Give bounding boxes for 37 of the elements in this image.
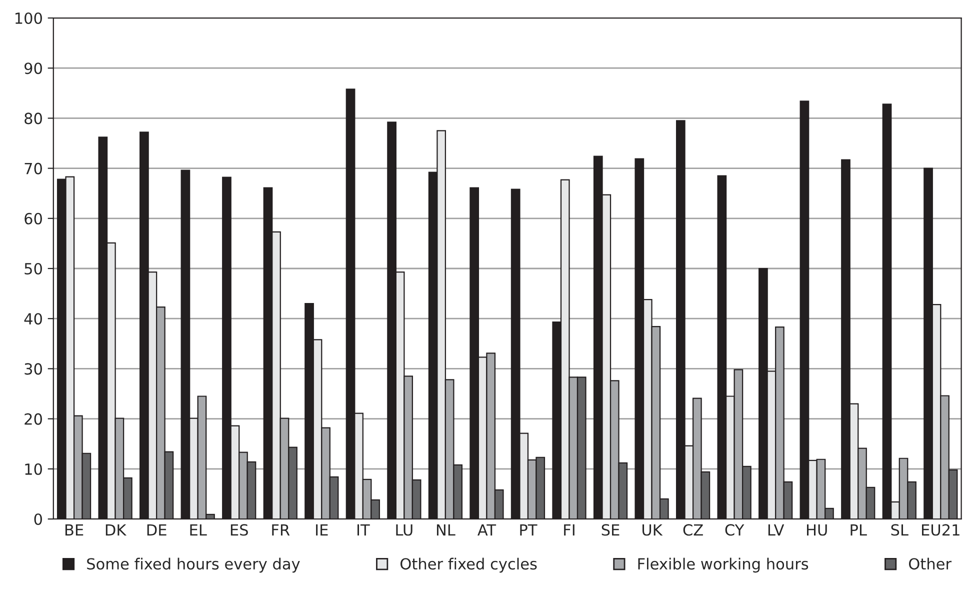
x-tick-label: EL — [190, 524, 207, 536]
x-tick-label: IE — [316, 524, 328, 536]
x-tick-label: PT — [520, 524, 538, 536]
y-tick-label: 50 — [24, 262, 42, 275]
x-tick-label: EU21 — [922, 524, 960, 536]
x-tick-label: FR — [272, 524, 290, 536]
x-tick-label: NL — [436, 524, 456, 536]
x-tick-label: CY — [725, 524, 744, 536]
y-tick-label: 100 — [16, 12, 42, 24]
legend-label: Other — [909, 558, 952, 570]
x-tick-label: BE — [65, 524, 84, 536]
y-tick-label: 0 — [34, 513, 42, 526]
x-tick-label: FI — [564, 524, 574, 536]
x-tick-label: PL — [850, 524, 867, 536]
y-tick-label: 80 — [24, 112, 42, 124]
legend-label: Some fixed hours every day — [87, 558, 300, 573]
x-tick-label: HU — [807, 524, 827, 536]
x-tick-label: AT — [478, 524, 496, 536]
y-tick-label: 90 — [24, 62, 42, 74]
y-tick-label: 60 — [24, 212, 42, 224]
x-tick-label: ES — [230, 524, 248, 536]
y-tick-label: 30 — [24, 363, 42, 375]
x-tick-label: UK — [642, 524, 663, 536]
x-tick-label: DK — [106, 524, 127, 536]
x-tick-label: DE — [147, 524, 166, 536]
x-tick-label: LU — [396, 524, 412, 536]
x-tick-label: SL — [891, 524, 908, 536]
y-tick-label: 70 — [24, 162, 42, 174]
x-tick-label: SE — [602, 524, 620, 536]
y-tick-label: 40 — [24, 313, 42, 325]
x-tick-label: CZ — [683, 524, 703, 536]
y-tick-label: 20 — [24, 413, 42, 425]
x-tick-label: LV — [768, 524, 784, 536]
legend-label: Other fixed cycles — [400, 558, 537, 573]
legend-label: Flexible working hours — [638, 558, 808, 573]
x-tick-label: IT — [357, 524, 370, 536]
y-tick-label: 10 — [25, 463, 42, 475]
